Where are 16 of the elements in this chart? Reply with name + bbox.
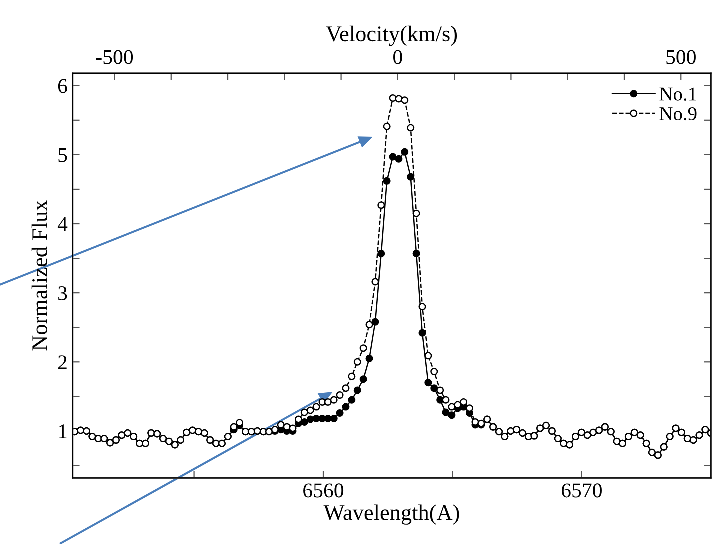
x2-axis-title: Velocity(km/s) bbox=[326, 26, 458, 46]
legend-label: No.1 bbox=[660, 88, 696, 101]
y-tick-label: 2 bbox=[58, 356, 67, 370]
y-tick-label: 4 bbox=[58, 218, 68, 232]
y-tick-label: 6 bbox=[58, 79, 68, 94]
legend-label: No.9 bbox=[660, 107, 697, 121]
x2-tick-label: -500 bbox=[96, 50, 134, 64]
x2-tick-label: 500 bbox=[666, 50, 696, 64]
x-tick-label: 6570 bbox=[562, 484, 602, 498]
y-tick-label: 1 bbox=[59, 424, 67, 438]
x-axis-title: Wavelength(A) bbox=[324, 504, 460, 525]
x2-tick-label: 0 bbox=[394, 50, 402, 64]
y-tick-label: 3 bbox=[58, 286, 68, 301]
x-tick-label: 6560 bbox=[304, 484, 344, 498]
y-tick-label: 5 bbox=[58, 148, 68, 162]
y-axis-title: Normalized Flux bbox=[32, 200, 48, 351]
